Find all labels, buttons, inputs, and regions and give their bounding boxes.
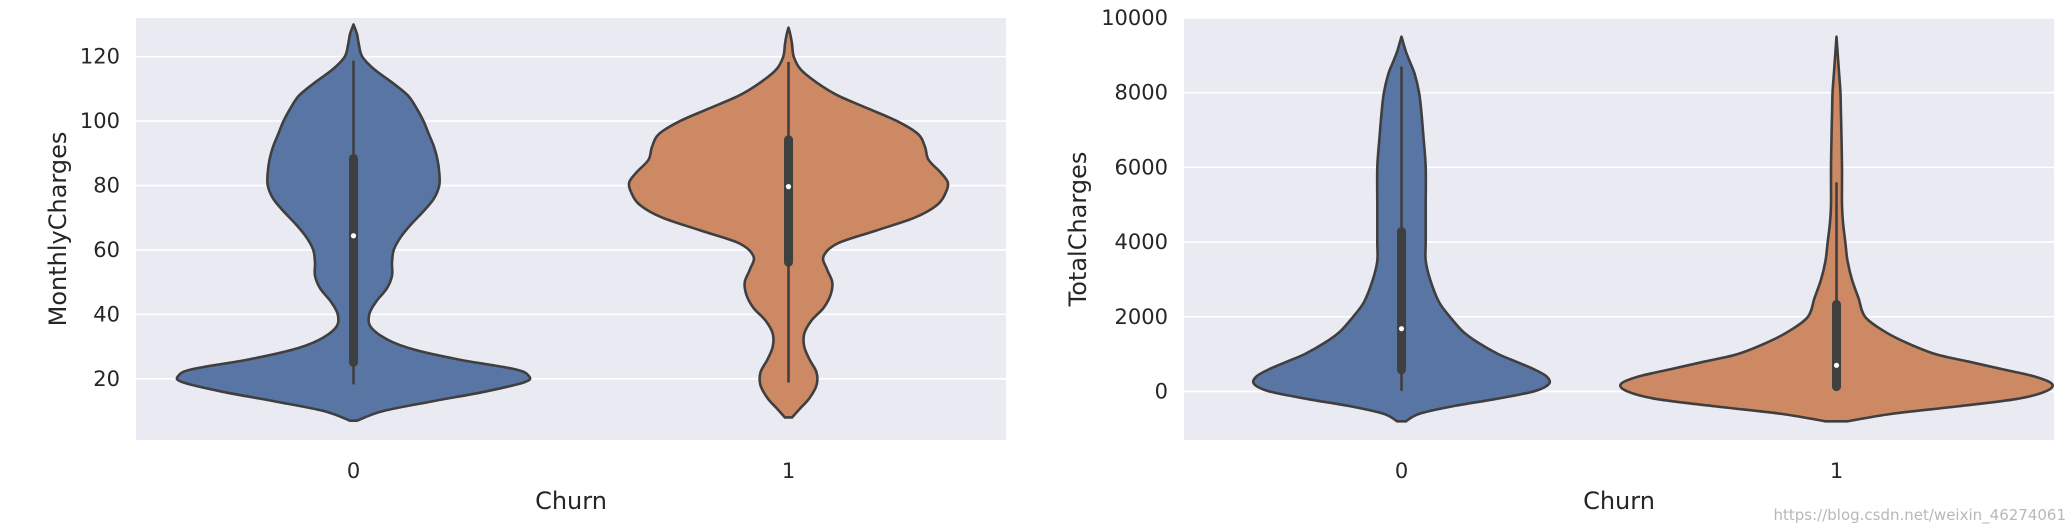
chart-panel-2: 0 2000 4000 6000 8000 10000 0 1 Churn TotalCharge… [1064, 6, 2054, 515]
x-tick-label: 1 [782, 459, 795, 483]
y-tick-label: 60 [93, 238, 120, 262]
y-tick-label: 0 [1155, 379, 1168, 403]
violin-median-dot [1833, 362, 1840, 368]
y-tick-label: 8000 [1115, 81, 1168, 105]
y-tick-label: 120 [80, 45, 120, 69]
y-axis-label: MonthlyCharges [44, 132, 72, 327]
y-tick-label: 20 [93, 367, 120, 391]
y-tick-label: 80 [93, 174, 120, 198]
violin-median-dot [785, 184, 792, 190]
x-axis-label: Churn [535, 487, 607, 515]
y-tick-label: 40 [93, 302, 120, 326]
violin-median-dot [1398, 326, 1405, 332]
watermark: https://blog.csdn.net/weixin_46274061 [1773, 506, 2066, 524]
chart-panel-1: 20 40 60 80 100 120 0 1 Churn MonthlyCharges [44, 18, 1006, 515]
y-tick-label: 6000 [1115, 155, 1168, 179]
y-tick-label: 2000 [1115, 305, 1168, 329]
x-tick-label: 0 [1395, 459, 1408, 483]
x-axis-label: Churn [1583, 487, 1655, 515]
y-tick-label: 10000 [1101, 6, 1168, 30]
y-tick-label: 100 [80, 109, 120, 133]
x-tick-label: 0 [347, 459, 360, 483]
y-tick-label: 4000 [1115, 230, 1168, 254]
y-axis-label: TotalCharges [1064, 152, 1092, 308]
violin-median-dot [350, 233, 357, 239]
x-tick-label: 1 [1830, 459, 1843, 483]
